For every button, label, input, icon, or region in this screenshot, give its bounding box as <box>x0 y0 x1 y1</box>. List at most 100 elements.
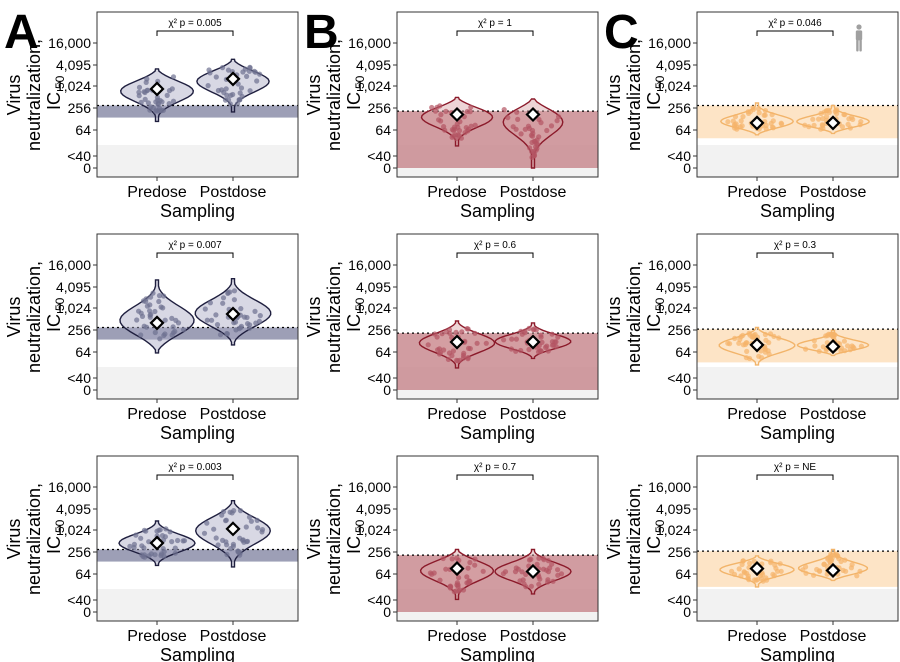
panel-letter: C <box>604 6 639 59</box>
data-point-postdose <box>526 346 532 353</box>
data-point-predose <box>777 561 783 567</box>
data-point-postdose <box>202 306 208 312</box>
data-point-postdose <box>243 524 249 530</box>
data-point-postdose <box>854 573 860 579</box>
data-point-postdose <box>229 510 235 516</box>
plot-area <box>397 96 598 177</box>
data-point-postdose <box>820 123 826 129</box>
below-detection-band <box>697 589 898 621</box>
y-tick-label: 16,000 <box>348 35 391 51</box>
median-marker-postdose <box>525 334 541 350</box>
y-tick-label: 4,095 <box>656 279 691 295</box>
y-axis-title-subscript: 50 <box>653 75 667 89</box>
data-point-predose <box>167 529 173 535</box>
y-axis-title-line1: Virus <box>604 519 624 560</box>
below-detection-band <box>697 367 898 399</box>
data-point-predose <box>746 330 752 336</box>
y-tick-label: <40 <box>667 370 691 386</box>
data-point-predose <box>472 330 478 336</box>
data-point-postdose <box>231 297 237 303</box>
significance-bracket <box>456 252 534 258</box>
data-point-predose <box>169 539 175 545</box>
x-tick-label: Postdose <box>200 406 267 423</box>
data-point-predose <box>779 121 785 127</box>
data-point-postdose <box>213 74 219 80</box>
data-point-postdose <box>247 322 253 328</box>
x-axis-title: Sampling <box>460 201 535 221</box>
data-point-predose <box>175 320 182 326</box>
plot-frame <box>696 233 899 400</box>
panel-b-row-3: χ² p = 0.7 16,000 4,095 1,024 256 64 <400 Predo… <box>304 455 599 662</box>
data-point-postdose <box>538 334 544 340</box>
panel-c-row-2: χ² p = 0.3 16,000 4,095 1,024 256 64 <400 Predo… <box>604 233 899 443</box>
median-marker-predose <box>749 115 765 131</box>
x-axis-title: Sampling <box>160 645 235 662</box>
data-point-predose <box>756 110 762 116</box>
median-marker-predose <box>749 561 765 577</box>
data-point-predose <box>145 100 151 106</box>
y-axis-title-line3: IC <box>344 92 364 110</box>
data-point-predose <box>170 324 176 330</box>
data-point-predose <box>480 568 486 574</box>
data-point-predose <box>762 331 768 338</box>
data-point-postdose <box>220 300 226 306</box>
data-point-postdose <box>554 118 560 124</box>
y-axis-title-line1: Virus <box>304 519 324 560</box>
y-tick-label: 16,000 <box>648 257 691 273</box>
data-point-postdose <box>829 332 835 338</box>
y-tick-label: <40 <box>667 148 691 164</box>
data-point-predose <box>740 342 746 348</box>
y-tick-label: 64 <box>375 344 391 360</box>
data-point-predose <box>733 121 739 127</box>
p-value-label: χ² p = 0.005 <box>168 18 222 29</box>
y-axis-title-line1: Virus <box>4 519 24 560</box>
y-tick-label: <40 <box>67 592 91 608</box>
x-tick-label: Predose <box>427 406 487 423</box>
data-point-postdose <box>558 571 565 577</box>
data-point-postdose <box>536 581 542 587</box>
data-point-postdose <box>845 343 851 349</box>
data-point-predose <box>158 551 165 557</box>
data-point-predose <box>166 101 172 107</box>
y-axis-title-line3: IC <box>344 314 364 332</box>
data-point-predose <box>144 324 150 330</box>
data-point-predose <box>736 566 742 572</box>
data-point-postdose <box>252 308 258 314</box>
data-point-predose <box>472 122 478 128</box>
data-point-predose <box>462 130 468 136</box>
data-point-postdose <box>253 320 259 326</box>
data-point-predose <box>170 98 177 104</box>
data-point-predose <box>141 545 147 551</box>
y-tick-label: 0 <box>683 604 691 620</box>
plot-area <box>97 278 298 399</box>
data-point-predose <box>141 89 147 95</box>
plot-frame <box>696 455 899 622</box>
data-point-postdose <box>206 67 212 73</box>
data-point-predose <box>776 335 782 341</box>
data-point-predose <box>138 332 144 338</box>
data-point-predose <box>744 570 750 576</box>
data-point-predose <box>438 112 444 118</box>
data-point-postdose <box>556 114 562 120</box>
data-point-predose <box>443 566 449 572</box>
data-point-postdose <box>254 517 260 523</box>
data-point-postdose <box>518 131 524 137</box>
data-point-predose <box>456 588 462 594</box>
data-point-postdose <box>838 348 844 354</box>
y-axis-title-line1: Virus <box>604 75 624 116</box>
data-point-predose <box>467 559 473 566</box>
data-point-predose <box>435 347 441 353</box>
y-axis-title-subscript: 50 <box>653 297 667 311</box>
y-axis-title: Virus neutralization, IC 50 <box>4 483 67 595</box>
x-tick-label: Predose <box>427 184 487 201</box>
data-point-predose <box>760 572 766 578</box>
data-point-postdose <box>529 127 536 134</box>
data-point-postdose <box>501 337 507 343</box>
data-point-predose <box>483 340 489 346</box>
data-point-postdose <box>857 568 863 574</box>
data-point-postdose <box>800 567 806 573</box>
data-point-postdose <box>228 92 234 98</box>
data-point-postdose <box>517 578 523 584</box>
data-point-predose <box>162 317 168 323</box>
x-tick-label: Postdose <box>200 184 267 201</box>
